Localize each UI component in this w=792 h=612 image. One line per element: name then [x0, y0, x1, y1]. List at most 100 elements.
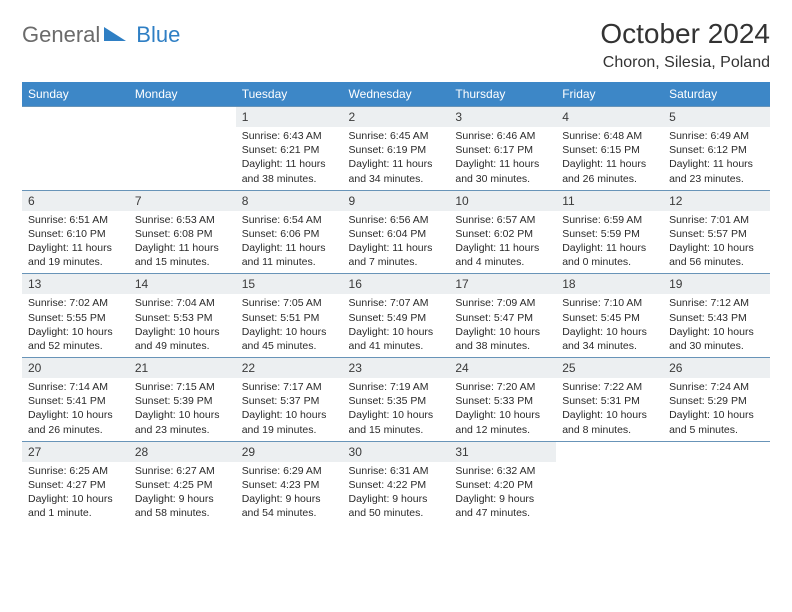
daylight-text: Daylight: 11 hours and 15 minutes. [135, 241, 230, 269]
day-info: Sunrise: 7:15 AMSunset: 5:39 PMDaylight:… [129, 378, 236, 441]
day-cell: 15Sunrise: 7:05 AMSunset: 5:51 PMDayligh… [236, 274, 343, 358]
sunrise-text: Sunrise: 7:22 AM [562, 380, 657, 394]
sunrise-text: Sunrise: 6:32 AM [455, 464, 550, 478]
day-cell: 26Sunrise: 7:24 AMSunset: 5:29 PMDayligh… [663, 358, 770, 442]
day-cell: 18Sunrise: 7:10 AMSunset: 5:45 PMDayligh… [556, 274, 663, 358]
sunrise-text: Sunrise: 6:59 AM [562, 213, 657, 227]
day-number: 25 [556, 358, 663, 378]
sunrise-text: Sunrise: 6:27 AM [135, 464, 230, 478]
day-cell: 23Sunrise: 7:19 AMSunset: 5:35 PMDayligh… [343, 358, 450, 442]
sunset-text: Sunset: 6:12 PM [669, 143, 764, 157]
day-cell: 13Sunrise: 7:02 AMSunset: 5:55 PMDayligh… [22, 274, 129, 358]
dow-sunday: Sunday [22, 82, 129, 107]
daylight-text: Daylight: 10 hours and 34 minutes. [562, 325, 657, 353]
week-row: 27Sunrise: 6:25 AMSunset: 4:27 PMDayligh… [22, 441, 770, 524]
day-cell: 10Sunrise: 6:57 AMSunset: 6:02 PMDayligh… [449, 190, 556, 274]
sunrise-text: Sunrise: 6:31 AM [349, 464, 444, 478]
dow-saturday: Saturday [663, 82, 770, 107]
sunset-text: Sunset: 6:04 PM [349, 227, 444, 241]
dow-friday: Friday [556, 82, 663, 107]
day-cell: 14Sunrise: 7:04 AMSunset: 5:53 PMDayligh… [129, 274, 236, 358]
sunset-text: Sunset: 5:57 PM [669, 227, 764, 241]
sunrise-text: Sunrise: 7:05 AM [242, 296, 337, 310]
day-number: 7 [129, 191, 236, 211]
sunset-text: Sunset: 4:27 PM [28, 478, 123, 492]
sunset-text: Sunset: 5:53 PM [135, 311, 230, 325]
sunset-text: Sunset: 5:41 PM [28, 394, 123, 408]
day-info: Sunrise: 6:56 AMSunset: 6:04 PMDaylight:… [343, 211, 450, 274]
sunrise-text: Sunrise: 6:54 AM [242, 213, 337, 227]
sunrise-text: Sunrise: 6:56 AM [349, 213, 444, 227]
daylight-text: Daylight: 9 hours and 50 minutes. [349, 492, 444, 520]
logo: General Blue [22, 22, 180, 48]
sunset-text: Sunset: 5:59 PM [562, 227, 657, 241]
daylight-text: Daylight: 10 hours and 41 minutes. [349, 325, 444, 353]
day-info: Sunrise: 6:49 AMSunset: 6:12 PMDaylight:… [663, 127, 770, 190]
day-info: Sunrise: 7:09 AMSunset: 5:47 PMDaylight:… [449, 294, 556, 357]
sunrise-text: Sunrise: 6:25 AM [28, 464, 123, 478]
sunset-text: Sunset: 6:21 PM [242, 143, 337, 157]
daylight-text: Daylight: 11 hours and 19 minutes. [28, 241, 123, 269]
day-info: Sunrise: 7:22 AMSunset: 5:31 PMDaylight:… [556, 378, 663, 441]
day-cell: 29Sunrise: 6:29 AMSunset: 4:23 PMDayligh… [236, 441, 343, 524]
week-row: 13Sunrise: 7:02 AMSunset: 5:55 PMDayligh… [22, 274, 770, 358]
day-info: Sunrise: 6:48 AMSunset: 6:15 PMDaylight:… [556, 127, 663, 190]
day-number: 30 [343, 442, 450, 462]
day-number: 26 [663, 358, 770, 378]
day-cell: 12Sunrise: 7:01 AMSunset: 5:57 PMDayligh… [663, 190, 770, 274]
day-info: Sunrise: 7:17 AMSunset: 5:37 PMDaylight:… [236, 378, 343, 441]
day-cell: 16Sunrise: 7:07 AMSunset: 5:49 PMDayligh… [343, 274, 450, 358]
sunrise-text: Sunrise: 6:51 AM [28, 213, 123, 227]
day-cell: 7Sunrise: 6:53 AMSunset: 6:08 PMDaylight… [129, 190, 236, 274]
sunrise-text: Sunrise: 7:02 AM [28, 296, 123, 310]
day-number: 6 [22, 191, 129, 211]
dow-tuesday: Tuesday [236, 82, 343, 107]
day-cell: 22Sunrise: 7:17 AMSunset: 5:37 PMDayligh… [236, 358, 343, 442]
sunset-text: Sunset: 5:55 PM [28, 311, 123, 325]
day-info: Sunrise: 6:51 AMSunset: 6:10 PMDaylight:… [22, 211, 129, 274]
day-info: Sunrise: 7:05 AMSunset: 5:51 PMDaylight:… [236, 294, 343, 357]
daylight-text: Daylight: 10 hours and 23 minutes. [135, 408, 230, 436]
day-cell: 4Sunrise: 6:48 AMSunset: 6:15 PMDaylight… [556, 107, 663, 191]
location: Choron, Silesia, Poland [600, 54, 770, 72]
sunrise-text: Sunrise: 7:24 AM [669, 380, 764, 394]
day-number: 20 [22, 358, 129, 378]
sunset-text: Sunset: 6:17 PM [455, 143, 550, 157]
sunset-text: Sunset: 5:37 PM [242, 394, 337, 408]
daylight-text: Daylight: 11 hours and 11 minutes. [242, 241, 337, 269]
sunrise-text: Sunrise: 7:07 AM [349, 296, 444, 310]
sunset-text: Sunset: 4:25 PM [135, 478, 230, 492]
day-cell: 6Sunrise: 6:51 AMSunset: 6:10 PMDaylight… [22, 190, 129, 274]
sunset-text: Sunset: 5:33 PM [455, 394, 550, 408]
daylight-text: Daylight: 11 hours and 23 minutes. [669, 157, 764, 185]
sunset-text: Sunset: 4:23 PM [242, 478, 337, 492]
day-info: Sunrise: 7:14 AMSunset: 5:41 PMDaylight:… [22, 378, 129, 441]
day-cell: 30 Sunrise: 6:31 AMSunset: 4:22 PMDayligh… [343, 441, 450, 524]
sunrise-text: Sunrise: 6:29 AM [242, 464, 337, 478]
daylight-text: Daylight: 10 hours and 38 minutes. [455, 325, 550, 353]
sunrise-text: Sunrise: 6:48 AM [562, 129, 657, 143]
daylight-text: Daylight: 10 hours and 52 minutes. [28, 325, 123, 353]
day-info: Sunrise: 6:59 AMSunset: 5:59 PMDaylight:… [556, 211, 663, 274]
daylight-text: Daylight: 10 hours and 49 minutes. [135, 325, 230, 353]
logo-text-general: General [22, 22, 100, 48]
day-number: 16 [343, 274, 450, 294]
day-cell: 9Sunrise: 6:56 AMSunset: 6:04 PMDaylight… [343, 190, 450, 274]
day-number: 19 [663, 274, 770, 294]
day-number: 23 [343, 358, 450, 378]
sunset-text: Sunset: 5:47 PM [455, 311, 550, 325]
day-info: Sunrise: 6:25 AMSunset: 4:27 PMDaylight:… [22, 462, 129, 525]
day-cell: 1Sunrise: 6:43 AMSunset: 6:21 PMDaylight… [236, 107, 343, 191]
daylight-text: Daylight: 11 hours and 34 minutes. [349, 157, 444, 185]
dow-wednesday: Wednesday [343, 82, 450, 107]
sunset-text: Sunset: 6:19 PM [349, 143, 444, 157]
sunset-text: Sunset: 4:22 PM [349, 478, 444, 492]
sunrise-text: Sunrise: 6:53 AM [135, 213, 230, 227]
day-number: 15 [236, 274, 343, 294]
day-number: 17 [449, 274, 556, 294]
week-row: 20Sunrise: 7:14 AMSunset: 5:41 PMDayligh… [22, 358, 770, 442]
day-number: 3 [449, 107, 556, 127]
day-number: 10 [449, 191, 556, 211]
day-cell [556, 441, 663, 524]
day-cell: 5Sunrise: 6:49 AMSunset: 6:12 PMDaylight… [663, 107, 770, 191]
